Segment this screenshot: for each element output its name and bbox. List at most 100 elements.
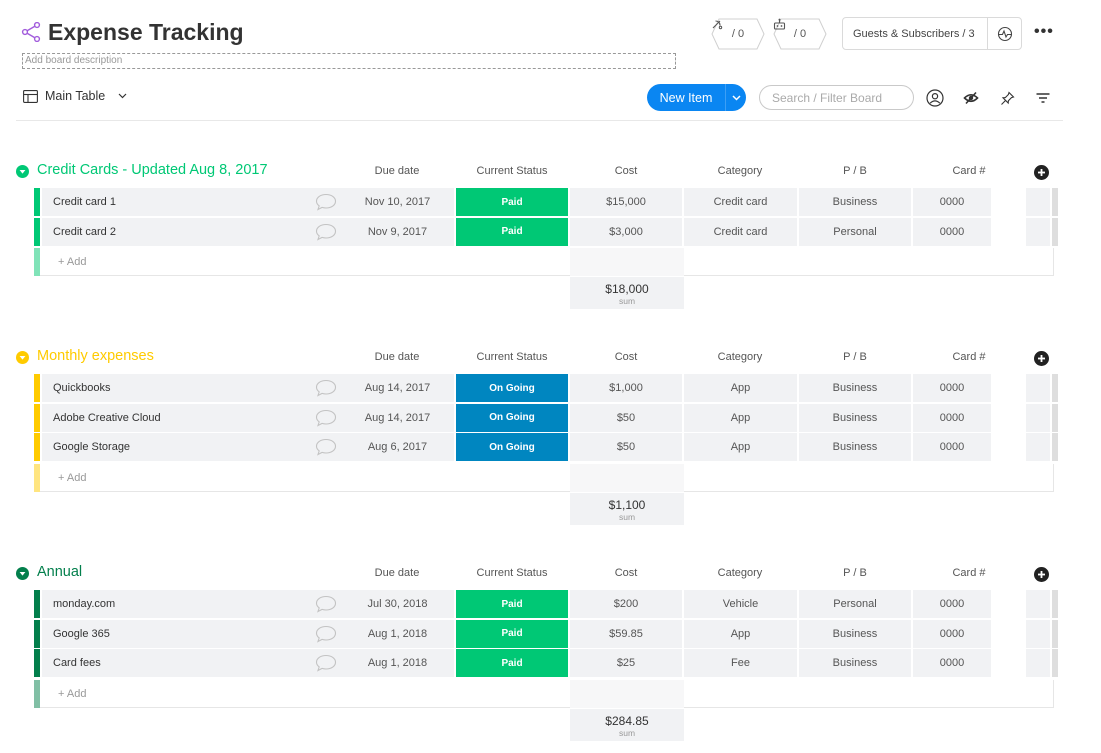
search-filter-input[interactable] <box>759 85 914 110</box>
more-options-icon[interactable]: ••• <box>1034 23 1054 40</box>
status-cell[interactable]: Paid <box>456 217 568 246</box>
item-name[interactable]: Google 365 <box>53 627 110 640</box>
comment-bubble-icon[interactable] <box>315 223 337 241</box>
comment-bubble-icon[interactable] <box>315 438 337 456</box>
status-cell[interactable]: On Going <box>456 403 568 432</box>
item-name[interactable]: Credit card 1 <box>53 196 116 208</box>
item-name-cell[interactable]: Quickbooks <box>42 374 373 402</box>
category-cell[interactable]: Credit card <box>684 217 797 246</box>
column-header-category[interactable]: Category <box>717 165 763 177</box>
collapse-group-icon[interactable] <box>16 351 29 364</box>
column-header-card[interactable]: Card # <box>952 351 986 363</box>
table-row[interactable]: Google Storage Aug 6, 2017 On Going $50 App B… <box>34 433 1058 461</box>
item-name[interactable]: Card fees <box>53 657 101 669</box>
group-title[interactable]: Annual <box>37 564 83 580</box>
sort-filter-icon[interactable] <box>1034 89 1052 107</box>
card-number-cell[interactable]: 0000 <box>913 619 991 648</box>
card-number-cell[interactable]: 0000 <box>913 433 991 461</box>
add-item-row[interactable]: + Add <box>34 248 1054 276</box>
due-date-cell[interactable]: Aug 14, 2017 <box>341 403 454 432</box>
hide-columns-icon[interactable] <box>962 89 980 107</box>
new-item-button[interactable]: New Item <box>647 84 746 111</box>
column-header-cost[interactable]: Cost <box>614 165 638 177</box>
due-date-cell[interactable]: Aug 14, 2017 <box>341 374 454 402</box>
card-number-cell[interactable]: 0000 <box>913 403 991 432</box>
pb-cell[interactable]: Business <box>799 188 911 216</box>
board-description-field[interactable]: Add board description <box>22 53 676 69</box>
due-date-cell[interactable]: Nov 10, 2017 <box>341 188 454 216</box>
comment-bubble-icon[interactable] <box>315 409 337 427</box>
card-number-cell[interactable]: 0000 <box>913 649 991 677</box>
card-number-cell[interactable]: 0000 <box>913 188 991 216</box>
pb-cell[interactable]: Business <box>799 374 911 402</box>
due-date-cell[interactable]: Jul 30, 2018 <box>341 590 454 618</box>
column-header-cost[interactable]: Cost <box>614 351 638 363</box>
collapse-group-icon[interactable] <box>16 165 29 178</box>
integrations-counter[interactable]: / 0 <box>773 18 827 50</box>
cost-cell[interactable]: $50 <box>570 403 682 432</box>
column-header-cost[interactable]: Cost <box>614 567 638 579</box>
item-name-cell[interactable]: Google Storage <box>42 433 373 461</box>
comment-bubble-icon[interactable] <box>315 595 337 613</box>
cost-cell[interactable]: $50 <box>570 433 682 461</box>
category-cell[interactable]: App <box>684 403 797 432</box>
column-header-card[interactable]: Card # <box>952 165 986 177</box>
cost-cell[interactable]: $1,000 <box>570 374 682 402</box>
card-number-cell[interactable]: 0000 <box>913 590 991 618</box>
comment-bubble-icon[interactable] <box>315 625 337 643</box>
add-column-icon[interactable] <box>1034 567 1049 582</box>
add-column-icon[interactable] <box>1034 351 1049 366</box>
table-row[interactable]: Credit card 1 Nov 10, 2017 Paid $15,000 Cred… <box>34 188 1058 216</box>
comment-bubble-icon[interactable] <box>315 193 337 211</box>
column-header-due-date[interactable]: Due date <box>374 165 420 177</box>
share-icon[interactable] <box>21 22 41 42</box>
add-column-icon[interactable] <box>1034 165 1049 180</box>
table-row[interactable]: Adobe Creative Cloud Aug 14, 2017 On Going… <box>34 403 1058 432</box>
add-item-label[interactable]: + Add <box>58 687 87 700</box>
status-cell[interactable]: Paid <box>456 649 568 677</box>
cost-cell[interactable]: $3,000 <box>570 217 682 246</box>
add-item-label[interactable]: + Add <box>58 471 87 484</box>
pb-cell[interactable]: Business <box>799 619 911 648</box>
pb-cell[interactable]: Personal <box>799 217 911 246</box>
guests-subscribers-button[interactable]: Guests & Subscribers / 3 <box>853 27 975 40</box>
person-filter-icon[interactable] <box>926 89 944 107</box>
column-header-pb[interactable]: P / B <box>843 351 867 363</box>
category-cell[interactable]: App <box>684 374 797 402</box>
item-name-cell[interactable]: Credit card 1 <box>42 188 373 216</box>
column-header-status[interactable]: Current Status <box>476 567 548 579</box>
add-item-row[interactable]: + Add <box>34 679 1054 708</box>
cost-cell[interactable]: $15,000 <box>570 188 682 216</box>
updates-counter[interactable]: / 0 <box>711 18 765 50</box>
activity-log-button[interactable] <box>988 18 1021 49</box>
column-header-due-date[interactable]: Due date <box>374 567 420 579</box>
column-header-category[interactable]: Category <box>717 351 763 363</box>
view-switcher[interactable]: Main Table <box>23 89 127 103</box>
due-date-cell[interactable]: Aug 1, 2018 <box>341 649 454 677</box>
column-header-due-date[interactable]: Due date <box>374 351 420 363</box>
category-cell[interactable]: Fee <box>684 649 797 677</box>
item-name[interactable]: Quickbooks <box>53 382 111 394</box>
column-header-status[interactable]: Current Status <box>476 351 548 363</box>
pb-cell[interactable]: Business <box>799 403 911 432</box>
group-title[interactable]: Credit Cards - Updated Aug 8, 2017 <box>37 162 268 178</box>
table-row[interactable]: Credit card 2 Nov 9, 2017 Paid $3,000 Credit… <box>34 217 1058 246</box>
cost-cell[interactable]: $59.85 <box>570 619 682 648</box>
category-cell[interactable]: Vehicle <box>684 590 797 618</box>
cost-cell[interactable]: $200 <box>570 590 682 618</box>
comment-bubble-icon[interactable] <box>315 654 337 672</box>
item-name[interactable]: Google Storage <box>53 441 131 453</box>
add-item-row[interactable]: + Add <box>34 463 1054 492</box>
status-cell[interactable]: Paid <box>456 188 568 216</box>
due-date-cell[interactable]: Aug 6, 2017 <box>341 433 454 461</box>
table-row[interactable]: monday.com Jul 30, 2018 Paid $200 Vehicle Per… <box>34 590 1058 618</box>
item-name[interactable]: Adobe Creative Cloud <box>53 411 161 424</box>
status-cell[interactable]: On Going <box>456 374 568 402</box>
due-date-cell[interactable]: Aug 1, 2018 <box>341 619 454 648</box>
item-name-cell[interactable]: Google 365 <box>42 619 373 648</box>
status-cell[interactable]: Paid <box>456 619 568 648</box>
pb-cell[interactable]: Personal <box>799 590 911 618</box>
pin-icon[interactable] <box>998 89 1016 107</box>
cost-cell[interactable]: $25 <box>570 649 682 677</box>
item-name[interactable]: Credit card 2 <box>53 225 116 238</box>
